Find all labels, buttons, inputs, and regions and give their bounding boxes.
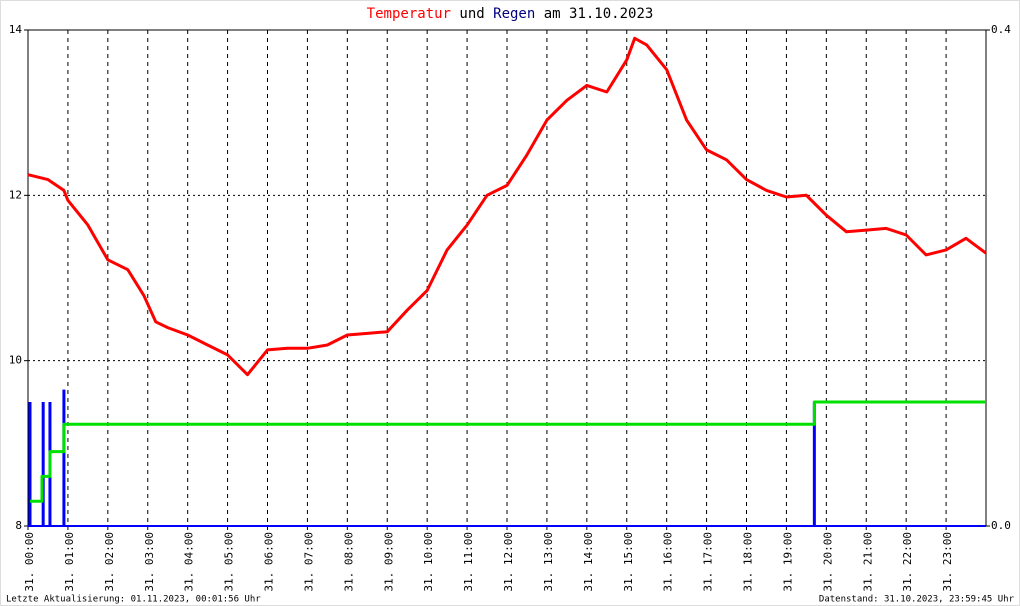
- y2-tick-label: 0.0: [991, 519, 1011, 532]
- title-part: und: [459, 6, 484, 22]
- x-tick-label: 31. 15:00: [622, 532, 635, 592]
- y-tick-label: 8: [15, 519, 22, 532]
- x-tick-label: 31. 09:00: [382, 532, 395, 592]
- line: [30, 400, 986, 503]
- footer-left: Letzte Aktualisierung: 01.11.2023, 00:01…: [6, 595, 261, 605]
- line: [27, 36, 987, 377]
- y-tick-label: 14: [9, 23, 23, 36]
- x-tick-label: 31. 14:00: [582, 532, 595, 592]
- x-tick-label: 31. 17:00: [702, 532, 715, 592]
- x-tick-label: 31. 00:00: [23, 532, 36, 592]
- y-tick-label: 12: [9, 188, 22, 201]
- x-tick-label: 31. 12:00: [502, 532, 515, 592]
- x-tick-label: 31. 04:00: [183, 532, 196, 592]
- x-tick-label: 31. 19:00: [781, 532, 794, 592]
- x-tick-label: 31. 05:00: [223, 532, 236, 592]
- x-tick-label: 31. 21:00: [861, 532, 874, 592]
- title-part: Regen: [493, 6, 535, 22]
- rain-bar: [62, 389, 66, 526]
- x-tick-label: 31. 20:00: [821, 532, 834, 592]
- x-tick-label: 31. 13:00: [542, 532, 555, 592]
- rain-bar: [812, 402, 816, 526]
- x-tick-label: 31. 03:00: [143, 532, 156, 592]
- x-tick-label: 31. 07:00: [302, 532, 315, 592]
- y-tick-label: 10: [9, 354, 22, 367]
- x-tick-label: 31. 22:00: [901, 532, 914, 592]
- x-tick-label: 31. 23:00: [941, 532, 954, 592]
- x-tick-label: 31. 02:00: [103, 532, 116, 592]
- title-part: am 31.10.2023: [544, 6, 654, 22]
- rain-bar: [41, 402, 45, 526]
- x-tick-label: 31. 01:00: [63, 532, 76, 592]
- x-tick-label: 31. 10:00: [422, 532, 435, 592]
- x-tick-label: 31. 16:00: [662, 532, 675, 592]
- x-tick-label: 31. 08:00: [342, 532, 355, 592]
- footer-right: Datenstand: 31.10.2023, 23:59:45 Uhr: [819, 595, 1015, 605]
- rain-bar: [28, 402, 32, 526]
- x-tick-label: 31. 18:00: [742, 532, 755, 592]
- title-part: Temperatur: [367, 6, 451, 22]
- x-tick-label: 31. 11:00: [462, 532, 475, 592]
- x-tick-label: 31. 06:00: [263, 532, 276, 592]
- y2-tick-label: 0.4: [991, 23, 1011, 36]
- chart-title: Temperatur und Regen am 31.10.2023: [367, 6, 654, 22]
